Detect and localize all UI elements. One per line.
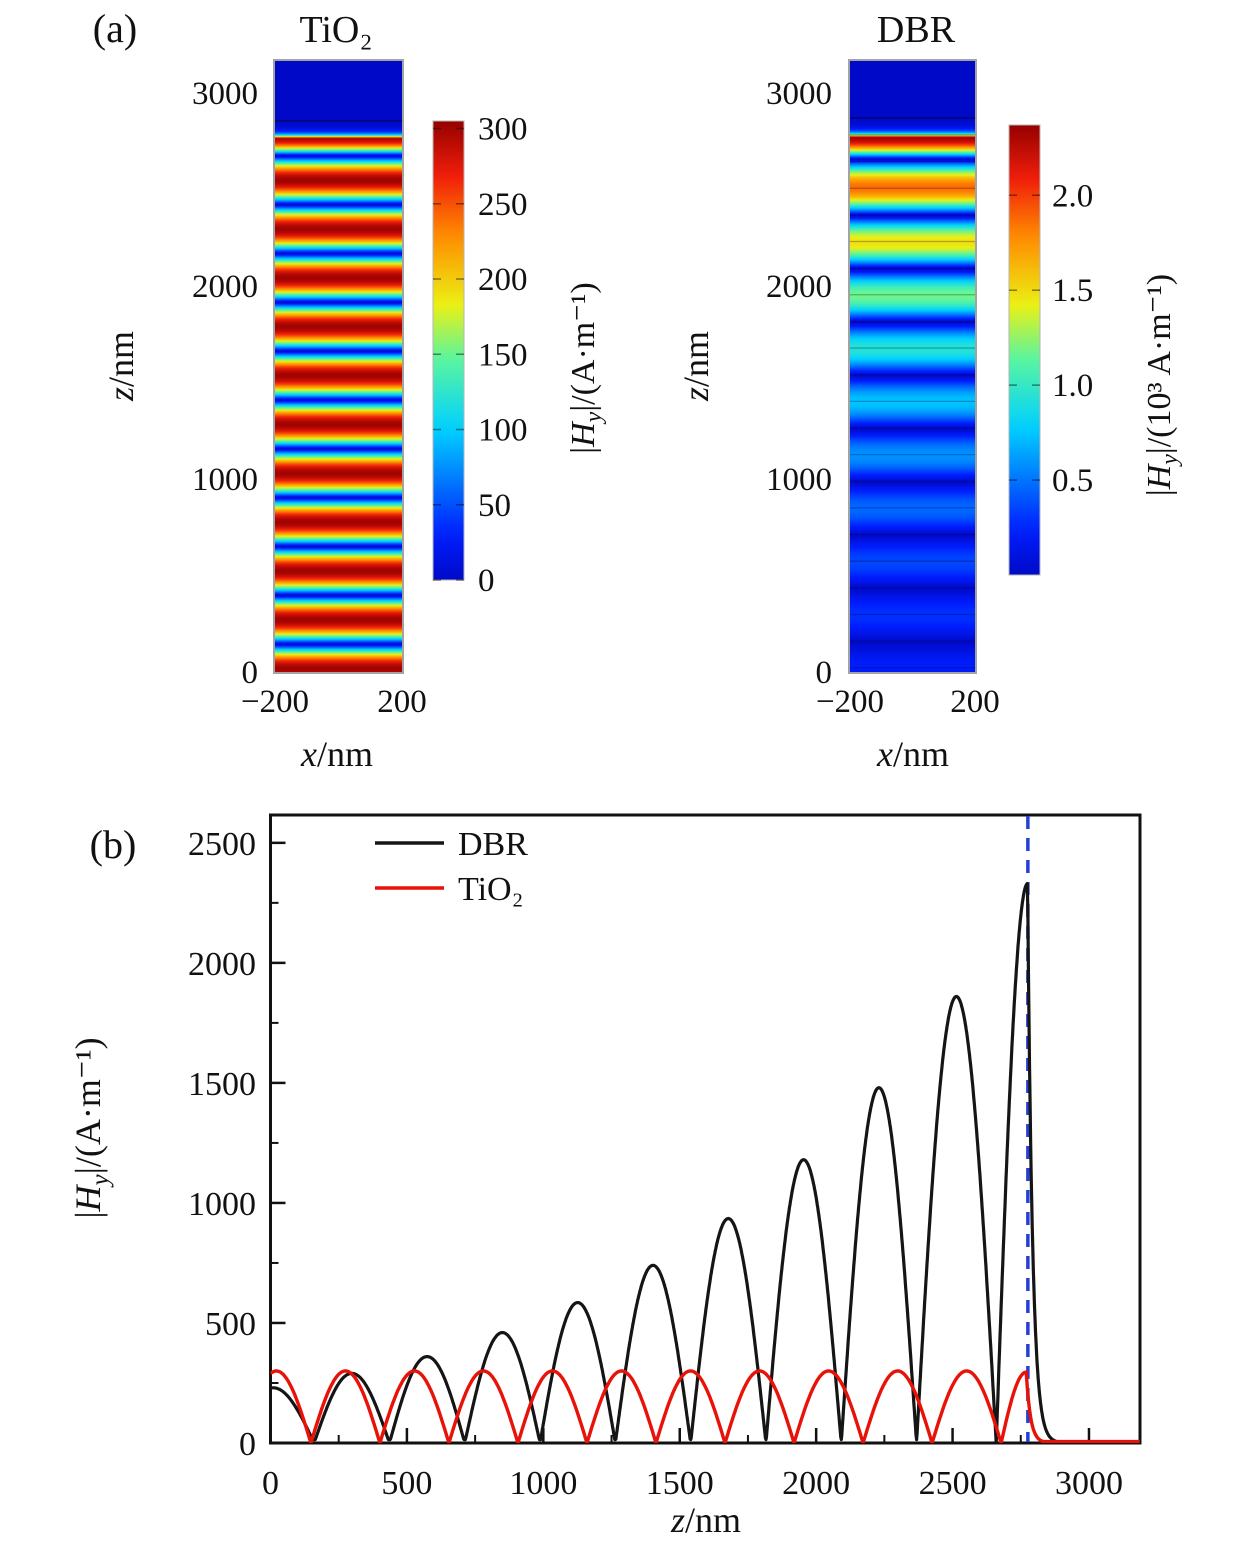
colorbar-tick-label: 200: [478, 262, 528, 298]
z-tick-label: 0: [816, 655, 833, 691]
heatmap-stripe: [275, 61, 402, 63]
y-tick-label: 1500: [188, 1066, 256, 1103]
z-tick-label: 2000: [192, 269, 258, 305]
x-tick-label: −200: [816, 684, 884, 720]
x-tick-label: 1000: [509, 1465, 577, 1502]
dbr-map-title: DBR: [877, 9, 956, 51]
colorbar-tick-label: 100: [478, 413, 528, 449]
tio2-map-title: TiO₂: [299, 9, 372, 51]
legend-sample-lines: [375, 841, 444, 890]
curves-group: [270, 816, 1140, 1443]
x-tick-label: 200: [950, 684, 1000, 720]
z-tick-label: 3000: [192, 76, 258, 112]
x-tick-label: 200: [377, 684, 427, 720]
y-tick-label: 1000: [188, 1186, 256, 1223]
tio2-curve: [270, 1369, 1140, 1443]
colorbar-tick-label: 1.0: [1052, 368, 1093, 404]
x-tick-label: 500: [381, 1465, 432, 1502]
tio2-colorbar-unit-label: |Hy|/(A·m⁻¹): [565, 282, 607, 453]
z-tick-label: 1000: [766, 462, 832, 498]
colorbar-tick-label: 1.5: [1052, 273, 1093, 309]
x-tick-label: 2000: [782, 1465, 850, 1502]
dbr-curve: [270, 882, 1140, 1443]
plot-box: [269, 813, 1142, 1445]
y-tick-label: 500: [205, 1306, 256, 1343]
heatmap-frame: [848, 59, 977, 674]
y-tick-label: 0: [239, 1426, 256, 1463]
profile-x-axis-label: z/nm: [670, 1500, 741, 1540]
colorbar: [1008, 124, 1041, 576]
z-tick-label: 0: [242, 655, 259, 691]
z-tick-label: 3000: [766, 76, 832, 112]
legend-label-tio2: TiO₂: [458, 871, 523, 908]
colorbar-tick-label: 50: [478, 488, 511, 524]
x-tick-label: 0: [262, 1465, 279, 1502]
panel-b-label: (b): [90, 822, 137, 867]
z-tick-label: 2000: [766, 269, 832, 305]
profile-y-axis-label: |Hy|/(A·m⁻¹): [68, 1037, 114, 1218]
colorbar-tick-label: 0.5: [1052, 463, 1093, 499]
heatmap-stripe: [850, 61, 975, 63]
x-tick-label: 1500: [646, 1465, 714, 1502]
dbr-colorbar-unit-label: |Hy|/(10³ A·m⁻¹): [1141, 274, 1183, 496]
x-tick-label: 2500: [919, 1465, 987, 1502]
x-tick-label: 3000: [1055, 1465, 1123, 1502]
tio2-map-x-axis-label: x/nm: [300, 734, 373, 774]
legend-label-dbr: DBR: [458, 826, 528, 863]
colorbar: [432, 120, 465, 581]
tio2-map-z-axis-label: z/nm: [101, 331, 141, 402]
colorbar-tick-label: 0: [478, 563, 495, 599]
y-tick-label: 2500: [188, 826, 256, 863]
x-tick-label: −200: [241, 684, 309, 720]
colorbar-tick-label: 250: [478, 187, 528, 223]
colorbar-tick-label: 150: [478, 337, 528, 373]
dbr-map-x-axis-label: x/nm: [876, 734, 949, 774]
heatmap-frame: [273, 59, 404, 674]
dbr-map-group: 0 1000 2000 3000 −200 200 0.5 1.0 1.5 2.0: [766, 59, 1093, 720]
colorbar-tick-label: 300: [478, 112, 528, 148]
colorbar-tick-label: 2.0: [1052, 178, 1093, 214]
panel-b-line-chart: 0 500 1000 1500 2000 2500 3000 0 500 1000 1500 2000…: [188, 813, 1142, 1502]
z-tick-label: 1000: [192, 462, 258, 498]
panel-a-label: (a): [93, 6, 137, 51]
y-tick-label: 2000: [188, 946, 256, 983]
dbr-map-z-axis-label: z/nm: [676, 331, 716, 402]
